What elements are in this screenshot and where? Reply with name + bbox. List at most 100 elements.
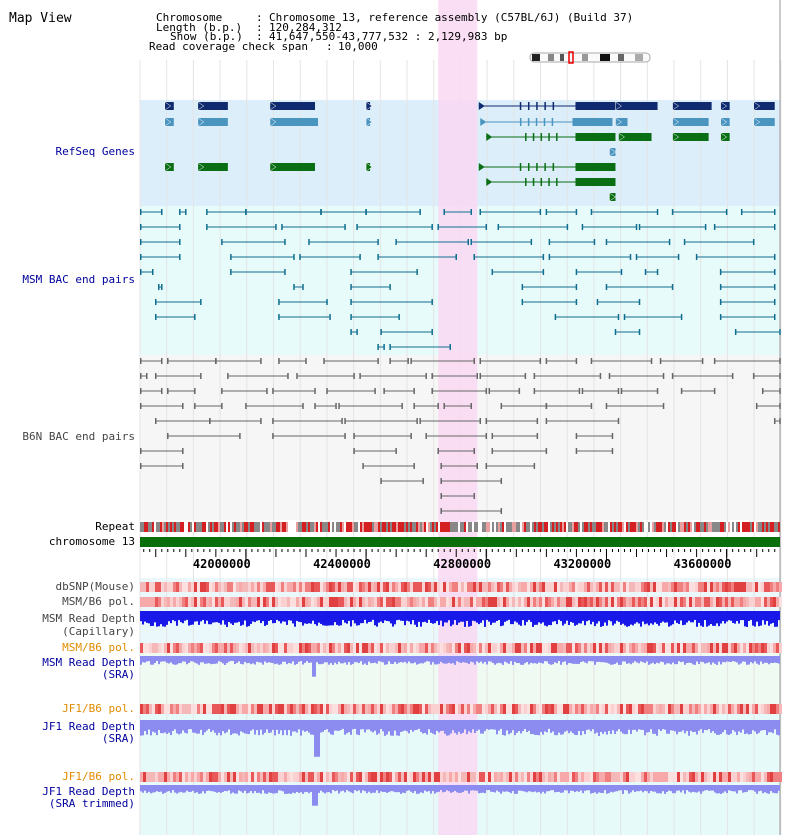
heat-cell [632, 597, 635, 607]
track-label-dbsnp[interactable]: dbSNP(Mouse) [55, 580, 135, 593]
gene-strand-arrow [618, 132, 625, 142]
depth-bar [256, 656, 258, 662]
depth-bar [464, 720, 466, 730]
repeat-element [562, 522, 564, 532]
track-label-chromosome: chromosome 13 [48, 535, 135, 548]
heat-cell [167, 704, 170, 714]
depth-bar [460, 611, 462, 622]
track-label-refseq[interactable]: RefSeq Genes [55, 145, 135, 158]
heat-cell [149, 772, 152, 782]
gene-block [269, 102, 316, 110]
depth-bar [276, 656, 278, 664]
heat-cell [185, 772, 188, 782]
depth-bar [510, 611, 512, 625]
repeat-element [778, 522, 780, 532]
depth-bar [642, 720, 644, 730]
track-label-jf1-b6-pol-trimmed[interactable]: JF1/B6 pol. [62, 770, 135, 783]
track-label-msm-depth-capillary-sub: (Capillary) [62, 625, 135, 638]
depth-bar [202, 656, 204, 663]
depth-bar [140, 611, 142, 622]
heat-cell [194, 582, 197, 592]
depth-bar [720, 656, 722, 665]
depth-bar [474, 656, 476, 665]
heat-cell [596, 643, 599, 653]
heat-cell [206, 704, 209, 714]
depth-bar [564, 785, 566, 791]
depth-bar [286, 656, 288, 665]
depth-bar [752, 720, 754, 731]
depth-bar [692, 720, 694, 733]
depth-bar [322, 611, 324, 626]
heat-cell [485, 772, 488, 782]
track-label-msm-depth-capillary[interactable]: MSM Read Depth [42, 612, 135, 625]
heat-cell [152, 582, 155, 592]
depth-bar [236, 656, 238, 663]
depth-bar [214, 611, 216, 623]
depth-bar [208, 656, 210, 664]
track-label-msm-b6-pol-sra[interactable]: MSM/B6 pol. [62, 641, 135, 654]
depth-bar [410, 720, 412, 730]
track-label-msm-depth-sra[interactable]: MSM Read Depth [42, 656, 135, 669]
depth-bar [262, 720, 264, 735]
heat-cell [602, 643, 605, 653]
heat-cell [554, 582, 557, 592]
heat-cell [761, 643, 764, 653]
track-label-msm-b6-pol[interactable]: MSM/B6 pol. [62, 595, 135, 608]
heat-cell [572, 643, 575, 653]
depth-bar [750, 785, 752, 791]
heat-cell [152, 704, 155, 714]
depth-bar [258, 720, 260, 736]
heat-cell [254, 582, 257, 592]
depth-bar [570, 656, 572, 664]
heat-cell [488, 582, 491, 592]
heat-cell [341, 772, 344, 782]
depth-bar [396, 656, 398, 664]
depth-bar [358, 611, 360, 626]
depth-bar [176, 656, 178, 665]
depth-bar [644, 656, 646, 664]
depth-bar [752, 785, 754, 791]
heat-cell [170, 704, 173, 714]
depth-bar [760, 656, 762, 662]
heat-cell [167, 772, 170, 782]
heat-cell [344, 582, 347, 592]
heat-cell [629, 772, 632, 782]
heat-cell [557, 772, 560, 782]
depth-bar [380, 785, 382, 792]
heat-cell [728, 597, 731, 607]
depth-bar [610, 720, 612, 735]
repeat-element [700, 522, 702, 532]
heat-cell [368, 772, 371, 782]
depth-bar [412, 720, 414, 732]
depth-bar [506, 656, 508, 663]
heat-cell [680, 772, 683, 782]
heat-cell [449, 643, 452, 653]
track-label-jf1-depth[interactable]: JF1 Read Depth [42, 720, 135, 733]
depth-bar [452, 611, 454, 625]
heat-cell [701, 643, 704, 653]
depth-bar [328, 656, 330, 665]
depth-bar [458, 720, 460, 732]
depth-bar [220, 785, 222, 793]
depth-bar [658, 656, 660, 664]
gene-exon [525, 133, 527, 141]
track-label-jf1-b6-pol[interactable]: JF1/B6 pol. [62, 702, 135, 715]
heat-cell [182, 643, 185, 653]
heat-cell [572, 597, 575, 607]
heat-cell [203, 704, 206, 714]
depth-bar [550, 720, 552, 733]
depth-bar [416, 720, 418, 730]
track-label-msm-bac[interactable]: MSM BAC end pairs [22, 273, 135, 286]
heat-cell [638, 643, 641, 653]
gene-strand-arrow [753, 101, 761, 111]
track-label-jf1-depth-trimmed[interactable]: JF1 Read Depth [42, 785, 135, 798]
heat-cell [584, 582, 587, 592]
depth-bar [390, 785, 392, 792]
depth-bar [518, 785, 520, 791]
heat-cell [479, 772, 482, 782]
depth-bar [404, 785, 406, 794]
track-label-b6n-bac[interactable]: B6N BAC end pairs [22, 430, 135, 443]
repeat-element [372, 522, 374, 532]
depth-bar [394, 720, 396, 731]
